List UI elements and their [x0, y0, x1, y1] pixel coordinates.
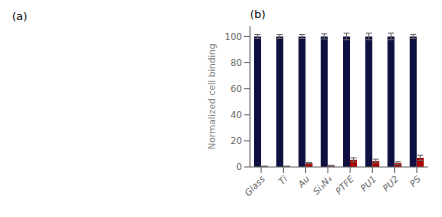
svg-text:40: 40 — [231, 110, 243, 120]
svg-text:PU1: PU1 — [359, 174, 379, 194]
svg-text:PTFE: PTFE — [334, 174, 357, 197]
svg-text:Ti: Ti — [277, 174, 290, 187]
svg-text:Normalized cell binding: Normalized cell binding — [207, 44, 217, 150]
svg-text:Si₃N₄: Si₃N₄ — [311, 174, 334, 197]
html-text:(b): (b) — [250, 8, 266, 21]
svg-text:PU2: PU2 — [381, 174, 401, 194]
svg-text:Glass: Glass — [243, 174, 268, 199]
svg-text:20: 20 — [231, 136, 243, 146]
svg-text:0: 0 — [236, 162, 242, 172]
svg-text:100: 100 — [225, 32, 242, 42]
html-text:(a): (a) — [12, 10, 28, 23]
svg-text:PS: PS — [408, 174, 423, 189]
svg-text:80: 80 — [231, 58, 243, 68]
svg-text:60: 60 — [231, 84, 243, 94]
svg-text:Au: Au — [295, 174, 311, 190]
